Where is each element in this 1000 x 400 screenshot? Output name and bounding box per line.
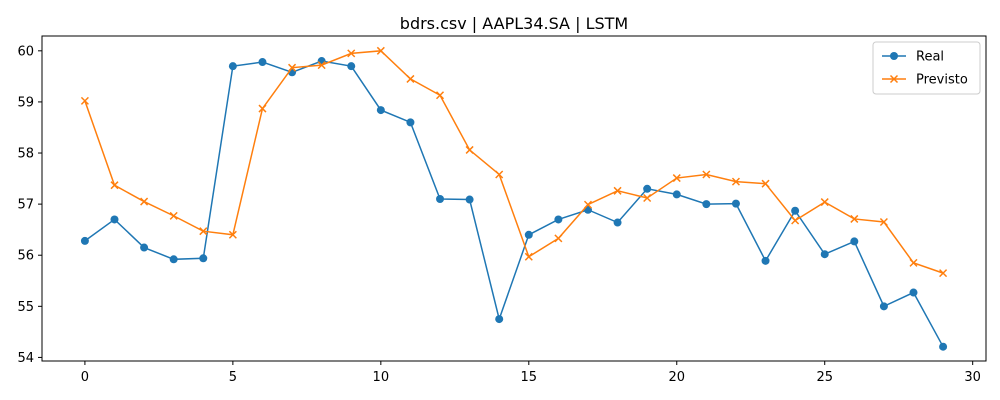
- data-point-real: [436, 195, 445, 204]
- data-point-real: [80, 236, 89, 245]
- data-point-previsto: [435, 91, 445, 100]
- x-axis: 0 5 10 15 20 25 30: [81, 361, 981, 385]
- data-point-real: [820, 250, 829, 259]
- data-point-previsto: [288, 63, 297, 72]
- data-point-real: [169, 255, 178, 264]
- data-point-previsto: [731, 177, 740, 186]
- data-point-real: [495, 315, 504, 324]
- data-point-previsto: [761, 179, 770, 188]
- data-point-previsto: [850, 214, 859, 223]
- data-point-real: [199, 254, 208, 263]
- data-point-real: [228, 62, 237, 71]
- data-point-real: [850, 237, 859, 246]
- data-point-previsto: [909, 258, 918, 267]
- data-point-previsto: [879, 217, 888, 227]
- data-point-previsto: [376, 46, 385, 55]
- data-point-real: [347, 62, 356, 71]
- data-point-previsto: [199, 227, 208, 236]
- data-point-real: [939, 342, 948, 351]
- data-point-previsto: [495, 170, 504, 179]
- data-point-real: [909, 288, 918, 297]
- legend: Real Previsto: [872, 41, 981, 95]
- data-point-real: [791, 206, 800, 215]
- y-tick-label: 57: [17, 198, 34, 213]
- x-tick-label: 30: [964, 370, 981, 385]
- data-point-previsto: [317, 61, 326, 70]
- data-point-real: [879, 302, 888, 311]
- data-point-real: [465, 195, 474, 204]
- legend-label-real: Real: [916, 50, 944, 65]
- data-point-previsto: [465, 145, 474, 154]
- x-tick-label: 25: [816, 370, 833, 385]
- data-point-previsto: [554, 234, 563, 243]
- data-point-real: [140, 243, 149, 252]
- y-tick-label: 59: [17, 95, 34, 110]
- data-point-previsto: [791, 216, 800, 225]
- data-point-previsto: [80, 96, 89, 105]
- x-tick-label: 5: [229, 370, 237, 385]
- x-tick-label: 10: [373, 370, 390, 385]
- data-point-previsto: [820, 198, 829, 207]
- series-line-real: [84, 60, 944, 348]
- x-tick-label: 15: [521, 370, 538, 385]
- data-point-real: [702, 200, 711, 209]
- data-point-previsto: [583, 200, 593, 209]
- x-tick-label: 0: [81, 370, 89, 385]
- chart-title: bdrs.csv | AAPL34.SA | LSTM: [400, 14, 628, 33]
- data-point-real: [672, 190, 681, 199]
- series-line-previsto: [84, 50, 944, 274]
- data-point-real: [731, 199, 740, 208]
- data-point-real: [524, 230, 533, 239]
- data-point-real: [761, 256, 770, 265]
- data-point-previsto: [228, 230, 237, 239]
- data-point-previsto: [672, 174, 681, 183]
- y-tick-label: 56: [17, 249, 34, 264]
- data-point-previsto: [939, 269, 948, 278]
- legend-box: [872, 41, 981, 95]
- x-tick-label: 20: [668, 370, 685, 385]
- data-point-real: [258, 58, 267, 67]
- legend-marker-previsto: [889, 74, 899, 84]
- data-point-real: [554, 215, 563, 224]
- data-point-previsto: [643, 193, 652, 203]
- series-real: [80, 57, 948, 351]
- data-point-real: [376, 106, 385, 115]
- data-point-previsto: [702, 170, 711, 179]
- data-point-real: [613, 218, 622, 227]
- y-tick-label: 58: [17, 147, 34, 162]
- data-point-previsto: [140, 197, 149, 206]
- data-point-previsto: [258, 104, 267, 113]
- legend-label-previsto: Previsto: [916, 73, 968, 88]
- data-point-real: [110, 215, 119, 224]
- y-axis: 54 55 56 57 58 59 60: [17, 44, 42, 366]
- data-point-previsto: [406, 74, 415, 83]
- y-tick-label: 55: [17, 300, 34, 315]
- y-tick-label: 60: [17, 44, 34, 59]
- data-point-previsto: [169, 211, 178, 220]
- data-point-real: [643, 184, 652, 193]
- data-point-previsto: [613, 186, 622, 195]
- series-previsto: [80, 46, 948, 278]
- data-point-previsto: [110, 181, 119, 190]
- data-point-real: [406, 118, 415, 127]
- legend-marker-real: [890, 52, 898, 60]
- y-tick-label: 54: [17, 351, 34, 366]
- plot-frame: [41, 35, 987, 362]
- data-point-previsto: [524, 252, 533, 261]
- series-layer: [80, 46, 948, 351]
- data-point-previsto: [347, 49, 356, 58]
